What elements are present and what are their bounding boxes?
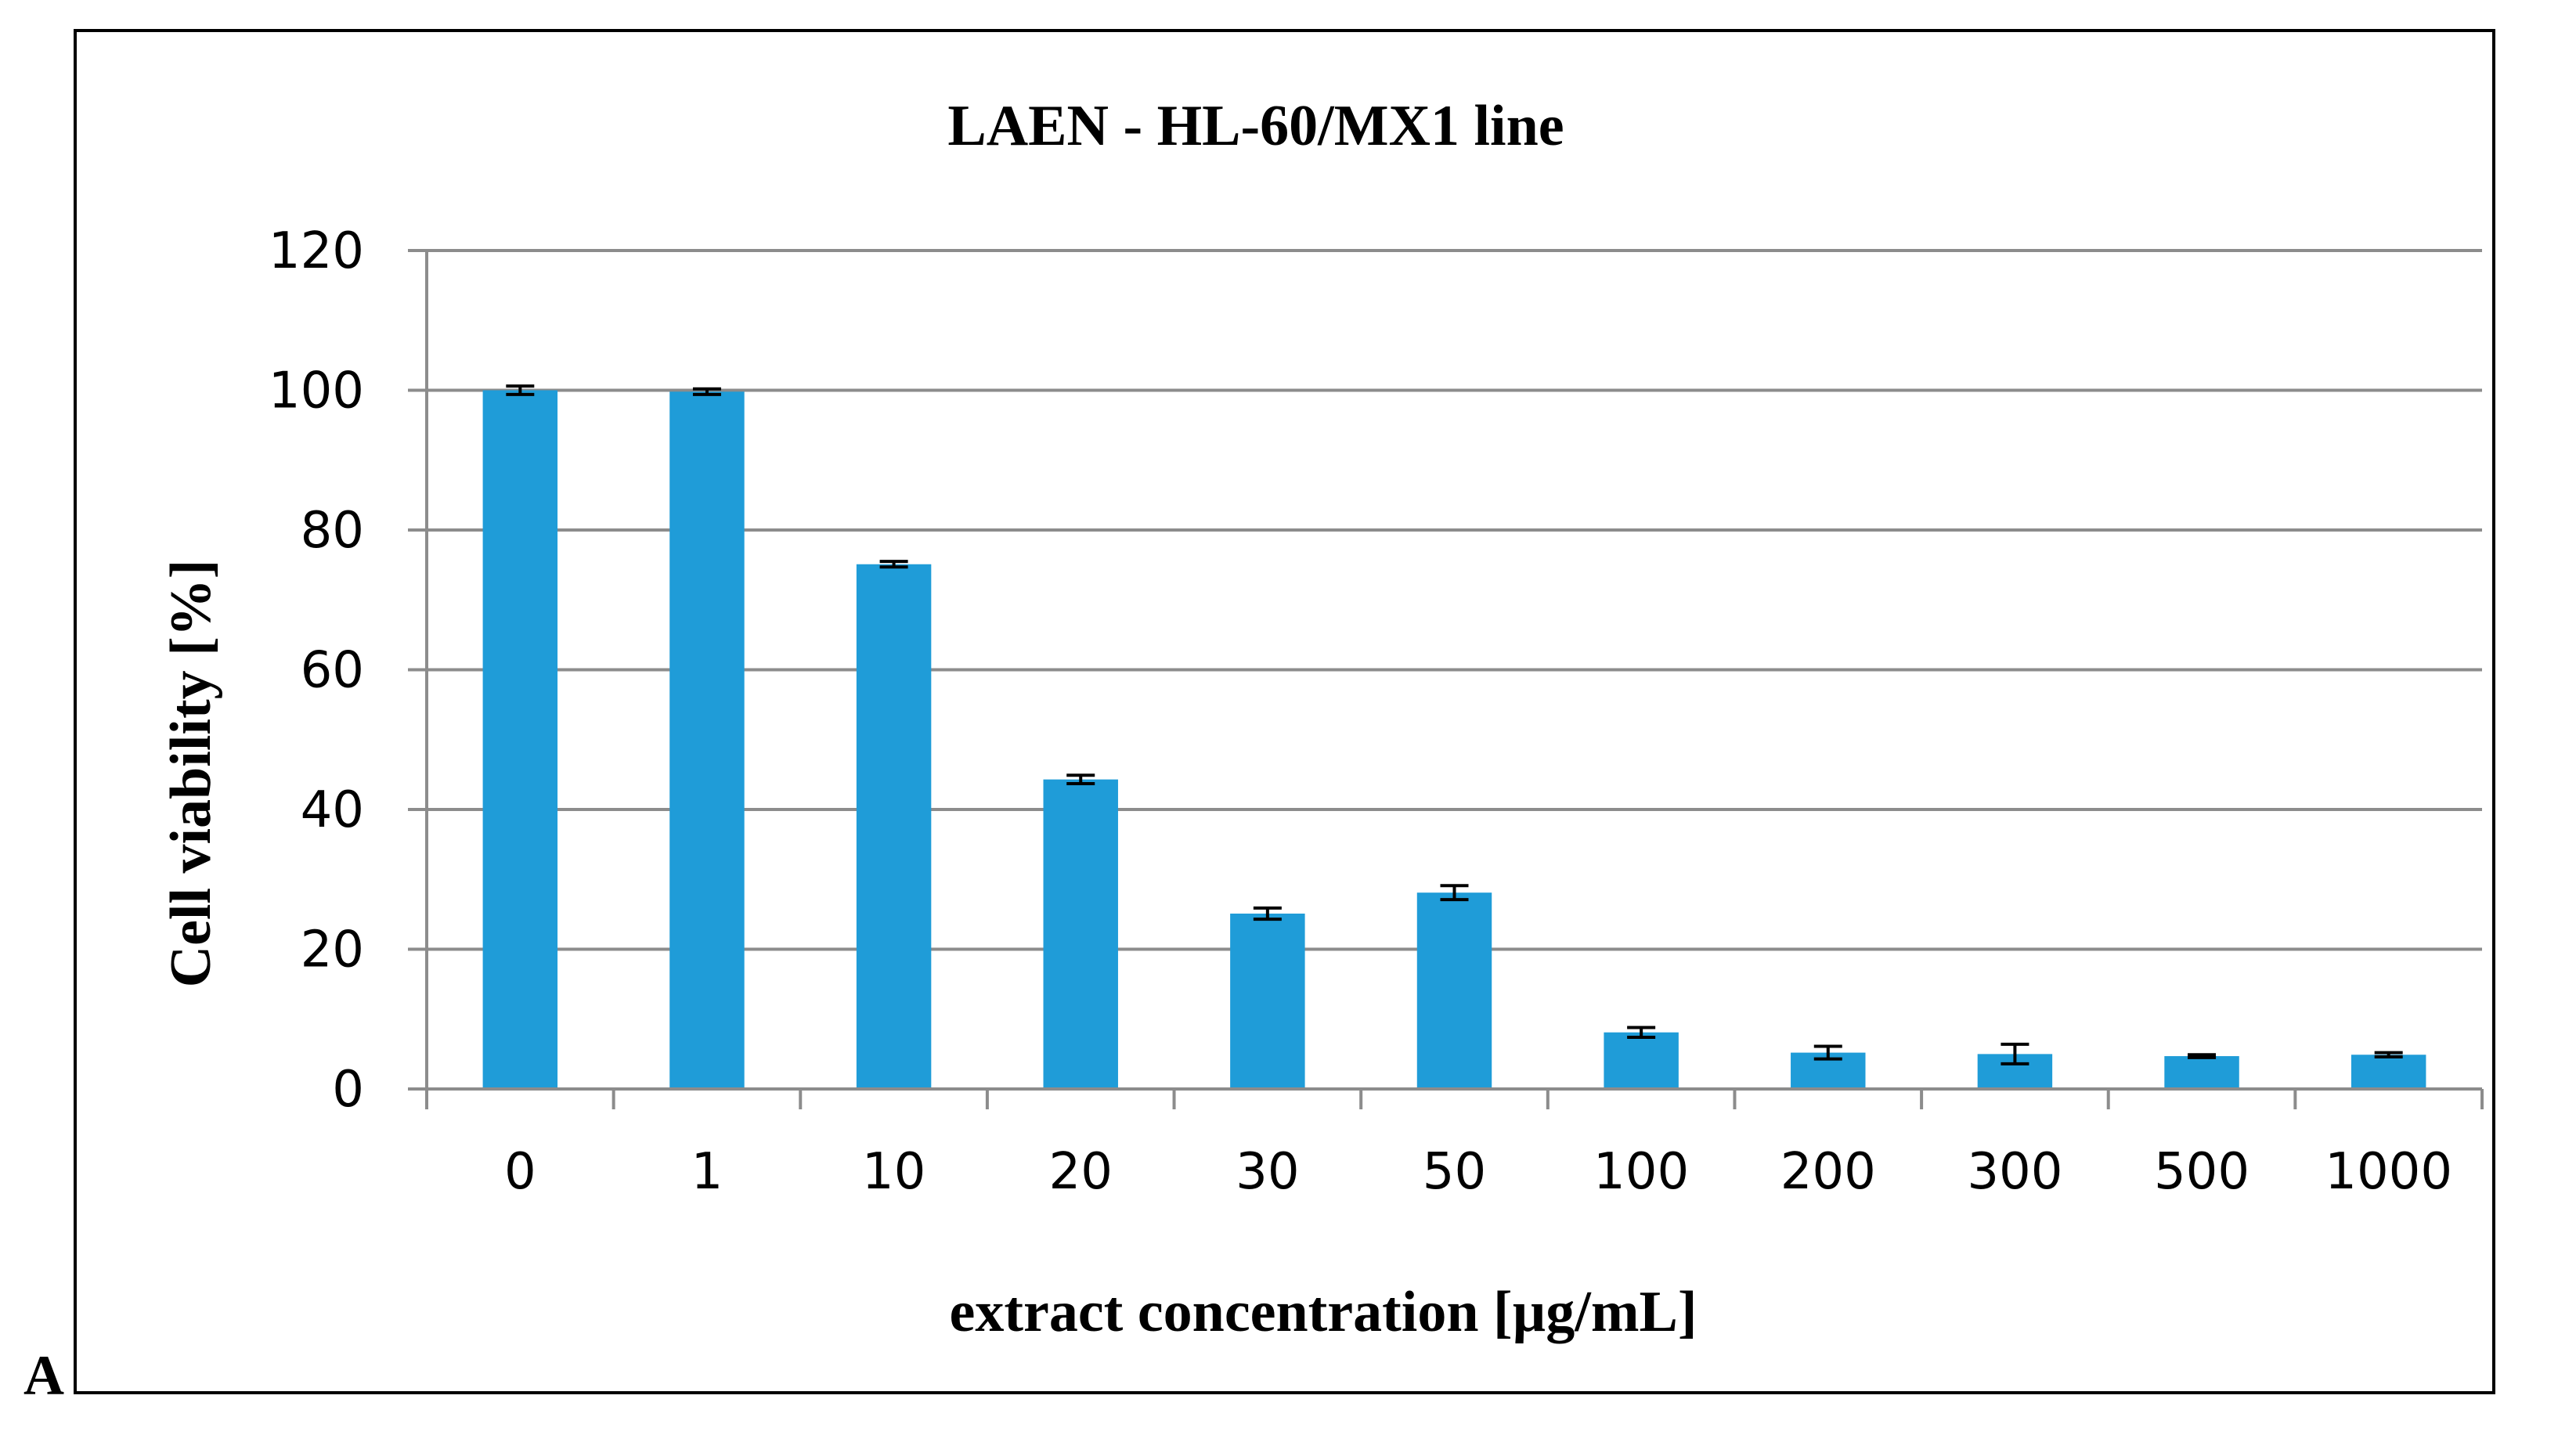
error-bar-0 (506, 384, 535, 396)
error-bar-200 (1813, 1044, 1842, 1061)
error-bars (506, 384, 2403, 1065)
error-bar-50 (1440, 884, 1469, 902)
bar-20 (1043, 779, 1118, 1089)
gridlines (408, 249, 2482, 951)
y-tick-label: 100 (269, 362, 364, 420)
x-tick-label: 200 (1780, 1143, 1876, 1201)
x-tick-label: 20 (1049, 1143, 1113, 1201)
x-tick-label: 100 (1593, 1143, 1689, 1201)
bar-10 (856, 564, 932, 1089)
bar-0 (482, 390, 558, 1089)
x-axis-title: extract concentration [µg/mL] (950, 1280, 1697, 1344)
error-bar-20 (1066, 773, 1095, 785)
error-bar-300 (2001, 1042, 2029, 1065)
bar-100 (1604, 1032, 1679, 1089)
x-tick-label: 500 (2154, 1143, 2249, 1201)
y-tick-label: 0 (332, 1061, 364, 1119)
axes (408, 251, 2484, 1109)
error-bar-10 (879, 560, 908, 569)
x-tick-labels: 0 1 10 20 30 50 100 200 300 500 1000 (504, 1143, 2452, 1201)
x-tick-label: 1 (691, 1143, 723, 1201)
y-axis-title: Cell viability [%] (159, 560, 223, 988)
y-tick-label: 40 (301, 781, 364, 839)
x-tick-label: 10 (862, 1143, 925, 1201)
chart-title: LAEN - HL-60/MX1 line (947, 94, 1564, 158)
chart-frame (74, 29, 2495, 1394)
x-tick-label: 1000 (2325, 1143, 2452, 1201)
y-tick-label: 80 (301, 502, 364, 560)
error-bar-30 (1253, 906, 1282, 921)
bars (482, 390, 2426, 1089)
error-bar-1000 (2374, 1051, 2403, 1058)
y-tick-label: 60 (301, 642, 364, 700)
error-bar-1 (692, 387, 721, 396)
panel-label: A (23, 1344, 64, 1407)
bar-1000 (2351, 1055, 2426, 1089)
x-tick-label: 0 (504, 1143, 536, 1201)
error-bar-500 (2188, 1053, 2217, 1059)
x-tick-label: 30 (1236, 1143, 1299, 1201)
y-tick-labels: 0 20 40 60 80 100 120 (269, 222, 364, 1119)
x-tick-label: 50 (1423, 1143, 1486, 1201)
bar-50 (1416, 892, 1492, 1089)
bar-30 (1230, 913, 1305, 1089)
bar-500 (2164, 1056, 2239, 1089)
y-tick-label: 120 (269, 222, 364, 280)
x-tick-label: 300 (1967, 1143, 2062, 1201)
error-bar-100 (1627, 1026, 1656, 1039)
y-tick-label: 20 (301, 921, 364, 979)
bar-1 (669, 391, 745, 1089)
